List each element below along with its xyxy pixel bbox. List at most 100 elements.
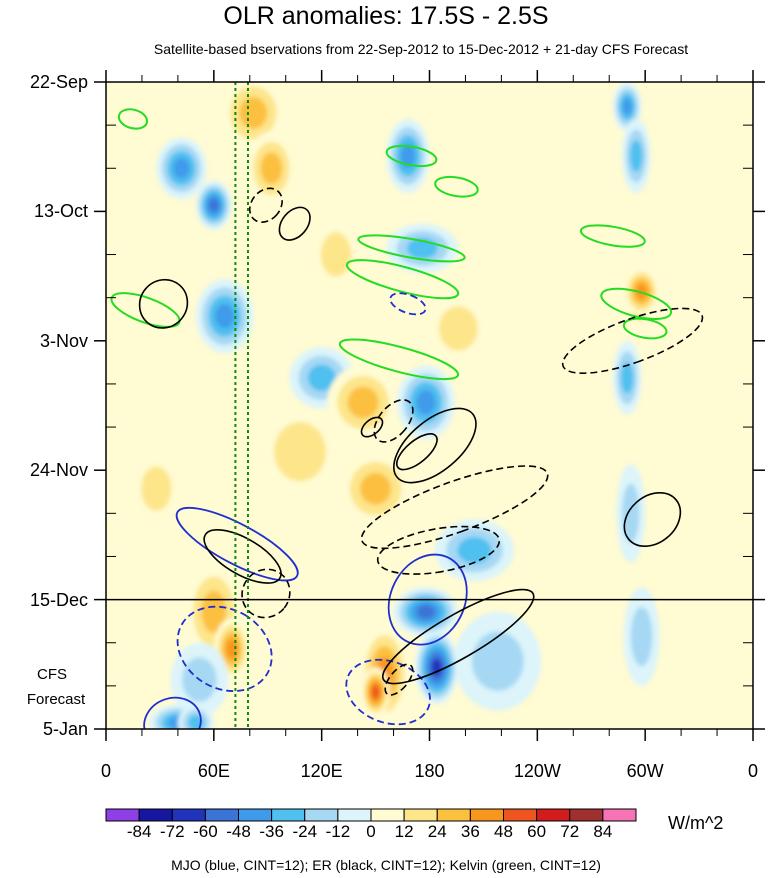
er-contour — [396, 433, 438, 471]
anomaly-blobs — [131, 82, 660, 729]
er-contour — [623, 492, 682, 547]
colorbar-label: 60 — [527, 822, 547, 841]
y-tick-label: 3-Nov — [39, 330, 88, 351]
anomaly-blob — [320, 232, 352, 277]
anomaly-blob — [208, 198, 219, 212]
axis-ticks — [94, 70, 765, 741]
colorbar-swatch — [569, 808, 604, 822]
colorbar-swatch — [403, 808, 438, 822]
anomaly-blob — [371, 685, 380, 699]
colorbar — [105, 808, 637, 822]
y-tick-label: 15-Dec — [29, 589, 88, 610]
colorbar-label: -24 — [292, 822, 318, 841]
anomaly-blob — [416, 390, 436, 415]
anomaly-blob — [215, 303, 235, 329]
anomaly-blob — [630, 606, 653, 667]
forecast-label-line1: CFS — [37, 666, 67, 683]
colorbar-swatch — [436, 808, 471, 822]
anomaly-blob — [239, 96, 268, 129]
colorbar-swatch — [204, 808, 239, 822]
anomaly-blob — [201, 590, 227, 634]
er-contour — [203, 529, 282, 584]
colorbar-label: 12 — [394, 822, 414, 841]
x-tick-label: 120W — [513, 761, 561, 781]
kelvin-contour — [117, 108, 149, 130]
anomaly-blob — [457, 537, 492, 564]
kelvin-contour — [600, 287, 673, 320]
anomaly-blob — [622, 98, 632, 115]
colorbar-label: -36 — [259, 822, 284, 841]
er — [138, 187, 704, 696]
kelvin-contour — [622, 317, 668, 340]
anomaly-blob — [621, 361, 634, 394]
er-contour — [561, 307, 704, 375]
er-contour — [138, 278, 189, 329]
anomaly-blob — [438, 306, 478, 351]
colorbar-label: 84 — [593, 822, 613, 841]
x-tick-label: 120E — [300, 761, 343, 781]
anomaly-blob — [431, 658, 442, 676]
colorbar-swatch — [602, 808, 637, 822]
anomaly-blob — [417, 605, 435, 619]
y-tick-label: 24-Nov — [29, 460, 88, 481]
colorbar-swatch — [503, 808, 538, 822]
colorbar-label: 36 — [460, 822, 480, 841]
mjo-contour — [389, 292, 427, 316]
x-tick-label: 60W — [626, 761, 664, 781]
y-tick-label: 22-Sep — [29, 72, 88, 92]
er-contour — [393, 407, 477, 484]
colorbar-swatch — [536, 808, 571, 822]
anomaly-blob — [347, 386, 379, 419]
colorbar-label: -60 — [193, 822, 218, 841]
mjo-contour — [176, 605, 273, 692]
er-contour — [384, 663, 414, 696]
y-tick-label: 5-Jan — [42, 719, 88, 739]
colorbar-label: 48 — [494, 822, 513, 841]
colorbar-swatch — [138, 808, 173, 822]
anomaly-shading — [131, 82, 660, 729]
er-contour — [278, 206, 311, 241]
er-contour — [373, 399, 414, 443]
er-contour — [248, 187, 283, 223]
colorbar-label: -48 — [226, 822, 251, 841]
colorbar-swatch — [171, 808, 206, 822]
kelvin-contour — [345, 259, 460, 300]
anomaly-blob — [400, 143, 416, 169]
kelvin-contour — [579, 224, 646, 248]
colorbar-label: -84 — [126, 822, 152, 841]
colorbar-label: -12 — [325, 822, 351, 841]
anomaly-blob — [630, 140, 643, 172]
y-tick-label: 13-Oct — [33, 201, 88, 222]
anomaly-blob — [260, 152, 283, 185]
colorbar-swatch — [238, 808, 273, 822]
mjo-contour — [175, 506, 299, 582]
x-tick-label: 180 — [414, 761, 445, 781]
x-tick-label: 0 — [747, 761, 758, 781]
colorbar-swatch — [469, 808, 504, 822]
anomaly-blob — [622, 483, 640, 543]
colorbar-swatch — [271, 808, 306, 822]
forecast-label-line2: Forecast — [26, 691, 86, 708]
colorbar-swatch — [337, 808, 372, 822]
chart-subtitle: Satellite-based bservations from 22-Sep-… — [153, 41, 689, 57]
colorbar-label: 24 — [427, 822, 447, 841]
er-contour — [360, 416, 384, 438]
kelvin-contour — [434, 175, 479, 198]
kelvin-contour — [357, 234, 466, 263]
mjo-contour — [387, 553, 468, 646]
contour-caption: MJO (blue, CINT=12); ER (black, CINT=12)… — [171, 857, 601, 873]
kelvin-contour — [338, 338, 460, 381]
er-contour — [376, 525, 501, 575]
colorbar-label: 0 — [366, 822, 376, 841]
colorbar-units: W/m^2 — [668, 813, 724, 833]
kelvin-contour — [385, 144, 438, 168]
anomaly-blob — [173, 157, 190, 179]
er-contour — [241, 568, 291, 619]
x-tick-label: 60E — [197, 761, 230, 781]
anomaly-blob — [360, 472, 391, 505]
colorbar-swatch — [370, 808, 405, 822]
colorbar-label: -72 — [159, 822, 185, 841]
colorbar-swatch — [105, 808, 140, 822]
anomaly-blob — [307, 364, 336, 391]
